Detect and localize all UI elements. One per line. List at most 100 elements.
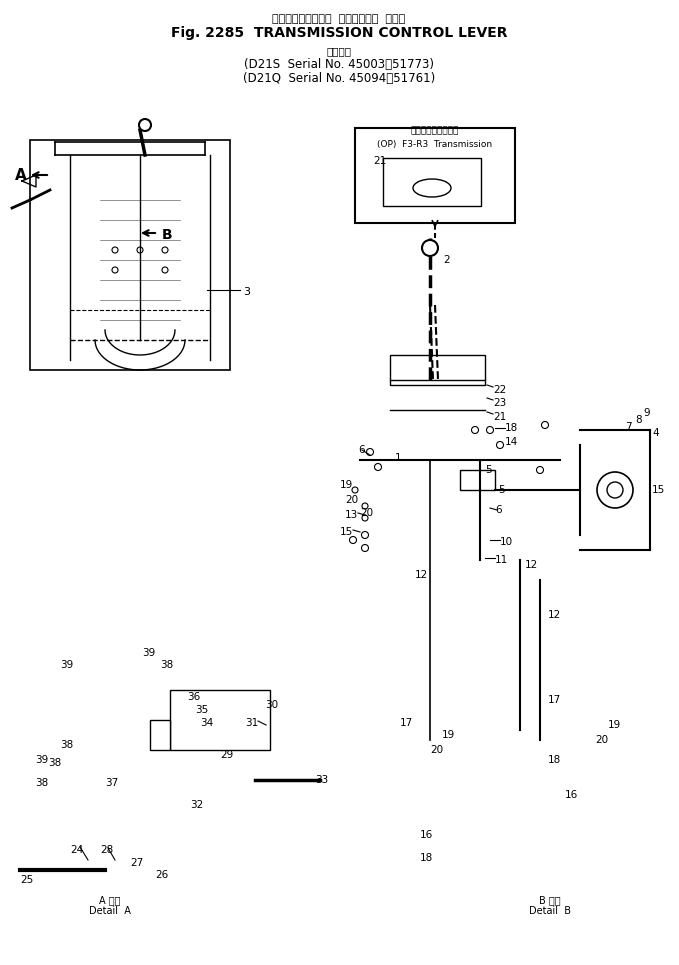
Text: 37: 37 bbox=[105, 778, 118, 788]
Circle shape bbox=[350, 537, 356, 543]
Text: 7: 7 bbox=[625, 422, 631, 432]
Text: 19: 19 bbox=[340, 480, 353, 490]
Bar bbox=[150, 720, 170, 750]
Bar bbox=[460, 470, 495, 490]
Text: 16: 16 bbox=[420, 830, 433, 840]
Circle shape bbox=[352, 487, 358, 493]
Text: 32: 32 bbox=[190, 800, 203, 810]
Text: 6: 6 bbox=[495, 505, 502, 515]
Text: 39: 39 bbox=[142, 648, 155, 658]
Text: 29: 29 bbox=[220, 750, 234, 760]
Text: 4: 4 bbox=[652, 428, 659, 438]
Text: 13: 13 bbox=[345, 510, 359, 520]
Text: 11: 11 bbox=[495, 555, 509, 565]
Text: 20: 20 bbox=[360, 508, 373, 518]
Circle shape bbox=[486, 427, 494, 433]
Text: (OP)  F3-R3  Transmission: (OP) F3-R3 Transmission bbox=[378, 140, 492, 149]
Text: Detail  B: Detail B bbox=[529, 906, 571, 916]
Text: 38: 38 bbox=[35, 778, 48, 788]
Text: 24: 24 bbox=[70, 845, 84, 855]
Text: 8: 8 bbox=[635, 415, 642, 425]
Text: 17: 17 bbox=[400, 718, 414, 728]
Circle shape bbox=[536, 466, 543, 474]
Bar bbox=[170, 690, 270, 750]
Text: 19: 19 bbox=[442, 730, 455, 740]
Text: 36: 36 bbox=[187, 692, 200, 702]
Text: 18: 18 bbox=[548, 755, 562, 765]
Bar bbox=[30, 140, 230, 370]
Text: A 詳細: A 詳細 bbox=[99, 895, 121, 905]
Text: 5: 5 bbox=[498, 485, 504, 495]
Text: 25: 25 bbox=[20, 875, 33, 885]
Text: 1: 1 bbox=[395, 453, 401, 463]
Text: トランスミッション: トランスミッション bbox=[411, 126, 459, 135]
Text: 30: 30 bbox=[265, 700, 278, 710]
Text: 39: 39 bbox=[35, 755, 48, 765]
Text: 20: 20 bbox=[345, 495, 358, 505]
Text: 適用号機: 適用号機 bbox=[327, 46, 352, 56]
Circle shape bbox=[162, 267, 168, 273]
Text: 18: 18 bbox=[420, 853, 433, 863]
Text: 20: 20 bbox=[595, 735, 608, 745]
Text: 34: 34 bbox=[200, 718, 213, 728]
Circle shape bbox=[471, 427, 479, 433]
Text: 31: 31 bbox=[245, 718, 258, 728]
Text: 16: 16 bbox=[565, 790, 579, 800]
Text: 20: 20 bbox=[430, 745, 443, 755]
Bar bbox=[383, 158, 481, 206]
Text: 21: 21 bbox=[493, 412, 507, 422]
Text: 3: 3 bbox=[243, 287, 250, 297]
Text: トランスミッション  コントロール  レバー: トランスミッション コントロール レバー bbox=[272, 14, 405, 24]
Text: 12: 12 bbox=[525, 560, 538, 570]
Text: 35: 35 bbox=[195, 705, 208, 715]
Circle shape bbox=[112, 267, 118, 273]
Text: 12: 12 bbox=[548, 610, 562, 620]
Text: 2: 2 bbox=[443, 255, 449, 265]
Text: 14: 14 bbox=[505, 437, 518, 447]
Text: 18: 18 bbox=[505, 423, 518, 433]
Text: 15: 15 bbox=[652, 485, 665, 495]
Bar bbox=[355, 128, 515, 223]
Text: 39: 39 bbox=[60, 660, 73, 670]
Text: (D21Q  Serial No. 45094～51761): (D21Q Serial No. 45094～51761) bbox=[243, 72, 435, 85]
Text: 33: 33 bbox=[315, 775, 328, 785]
Text: 10: 10 bbox=[500, 537, 513, 547]
Circle shape bbox=[607, 482, 623, 498]
Text: 17: 17 bbox=[548, 695, 562, 705]
Text: 9: 9 bbox=[643, 408, 650, 418]
Text: 23: 23 bbox=[493, 398, 507, 408]
Circle shape bbox=[362, 503, 368, 509]
Text: 22: 22 bbox=[493, 385, 507, 395]
Circle shape bbox=[137, 247, 143, 253]
Circle shape bbox=[362, 515, 368, 521]
Text: 38: 38 bbox=[160, 660, 173, 670]
Ellipse shape bbox=[413, 179, 451, 197]
Circle shape bbox=[496, 442, 504, 449]
Text: Detail  A: Detail A bbox=[89, 906, 131, 916]
Circle shape bbox=[375, 463, 382, 471]
Text: B: B bbox=[162, 228, 172, 242]
Circle shape bbox=[112, 247, 118, 253]
Text: 27: 27 bbox=[130, 858, 143, 868]
Text: 21: 21 bbox=[373, 156, 386, 166]
Circle shape bbox=[162, 247, 168, 253]
Circle shape bbox=[422, 240, 438, 256]
Text: Fig. 2285  TRANSMISSION CONTROL LEVER: Fig. 2285 TRANSMISSION CONTROL LEVER bbox=[170, 26, 507, 40]
Text: B 詳細: B 詳細 bbox=[539, 895, 561, 905]
Text: 38: 38 bbox=[60, 740, 73, 750]
Circle shape bbox=[367, 449, 373, 455]
Text: A: A bbox=[15, 168, 26, 183]
Circle shape bbox=[597, 472, 633, 508]
Circle shape bbox=[361, 544, 369, 552]
Text: (D21S  Serial No. 45003～51773): (D21S Serial No. 45003～51773) bbox=[244, 58, 434, 71]
Bar bbox=[390, 355, 485, 385]
Text: 19: 19 bbox=[608, 720, 621, 730]
Text: 12: 12 bbox=[415, 570, 428, 580]
Text: 5: 5 bbox=[485, 465, 492, 475]
Text: 26: 26 bbox=[155, 870, 168, 880]
Text: 28: 28 bbox=[100, 845, 113, 855]
Circle shape bbox=[361, 532, 369, 538]
Text: 15: 15 bbox=[340, 527, 353, 537]
Text: 6: 6 bbox=[358, 445, 365, 455]
Circle shape bbox=[541, 422, 549, 428]
